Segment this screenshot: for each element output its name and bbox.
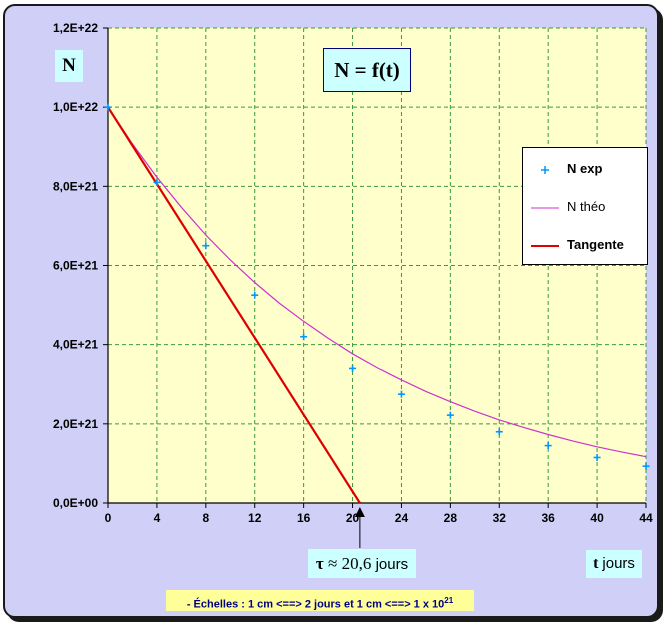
x-axis-label: t jours — [586, 550, 642, 578]
scale-note-exponent: 21 — [444, 596, 454, 605]
x-tick-label: 44 — [639, 511, 653, 525]
y-tick-label: 6,0E+21 — [53, 259, 98, 273]
x-tick-label: 24 — [395, 511, 409, 525]
legend-item-n-theo: N théo — [523, 198, 647, 218]
legend-item-n-exp: N exp — [523, 160, 647, 180]
legend-label-n-theo: N théo — [567, 199, 606, 214]
x-tick-label: 20 — [346, 511, 360, 525]
y-tick-label: 0,0E+00 — [53, 496, 98, 510]
y-tick-label: 2,0E+21 — [53, 417, 98, 431]
legend-swatch-n-exp — [541, 166, 549, 174]
legend: N exp N théo Tangente — [522, 147, 648, 265]
scale-note: - Échelles : 1 cm <==> 2 jours et 1 cm <… — [166, 590, 474, 611]
tau-arrow-head — [354, 507, 365, 517]
x-tick-label: 16 — [297, 511, 311, 525]
tau-unit: jours — [375, 556, 409, 573]
series-n-theo-curve — [107, 106, 647, 458]
x-tick-label: 40 — [590, 511, 604, 525]
y-tick-label: 8,0E+21 — [53, 179, 98, 193]
series-tangente-line — [107, 106, 361, 504]
tau-symbol: τ — [315, 554, 324, 573]
y-axis-label: N — [55, 50, 83, 82]
x-tick-label: 12 — [248, 511, 262, 525]
x-tick-label: 8 — [202, 511, 209, 525]
legend-label-n-exp: N exp — [567, 161, 603, 176]
x-tick-label: 28 — [444, 511, 458, 525]
x-axis-symbol: t — [593, 555, 599, 572]
tau-approx: ≈ 20,6 — [327, 554, 372, 573]
scale-note-text: - Échelles : 1 cm <==> 2 jours et 1 cm <… — [186, 598, 445, 611]
x-axis-unit: jours — [602, 555, 635, 572]
x-tick-label: 0 — [105, 511, 112, 525]
chart-title: N = f(t) — [323, 48, 411, 92]
tau-annotation: τ ≈ 20,6 jours — [308, 549, 416, 578]
legend-item-tangente: Tangente — [523, 236, 647, 256]
y-tick-label: 1,2E+22 — [53, 21, 98, 35]
x-tick-label: 36 — [542, 511, 556, 525]
legend-swatch-n-theo — [531, 207, 559, 209]
legend-swatch-tangente — [531, 245, 559, 247]
legend-label-tangente: Tangente — [567, 237, 624, 252]
x-tick-label: 4 — [154, 511, 161, 525]
y-tick-label: 1,0E+22 — [53, 100, 98, 114]
y-tick-label: 4,0E+21 — [53, 338, 98, 352]
x-tick-label: 32 — [493, 511, 507, 525]
